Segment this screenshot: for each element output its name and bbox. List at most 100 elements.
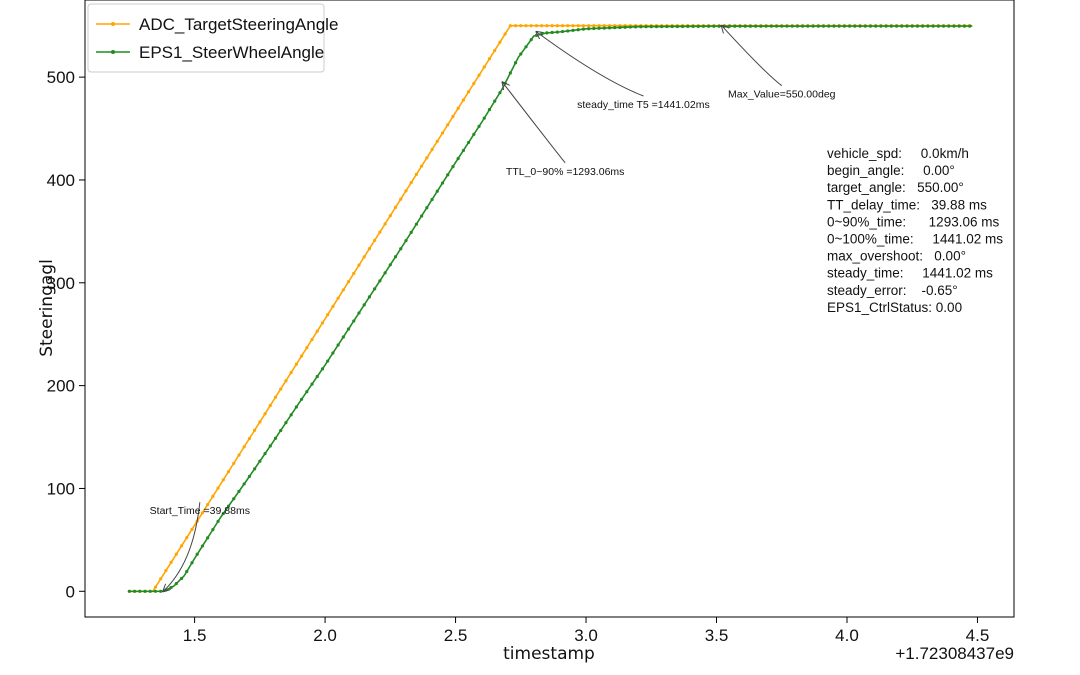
data-point (409, 230, 413, 235)
stats-line: target_angle: 550.00° (827, 180, 964, 195)
data-point (420, 214, 424, 218)
data-point (540, 24, 544, 28)
data-point (326, 313, 330, 317)
data-point (164, 569, 168, 573)
data-point (472, 81, 476, 86)
data-point (341, 335, 345, 339)
data-point (968, 24, 972, 28)
data-point (273, 395, 278, 399)
data-point (440, 181, 445, 185)
data-point (362, 255, 366, 259)
annotation-arrow (163, 502, 201, 591)
data-point (649, 25, 653, 29)
data-point (748, 24, 753, 28)
x-tick-label: 4.0 (835, 626, 859, 645)
x-tick-label: 2.0 (313, 626, 337, 645)
data-point (628, 25, 632, 29)
legend-box (87, 3, 325, 73)
data-point (268, 444, 272, 448)
data-point (242, 445, 246, 449)
y-tick-label: 100 (47, 479, 75, 498)
data-point (519, 52, 523, 56)
data-point (315, 374, 319, 379)
data-point (513, 24, 518, 28)
data-point (931, 24, 935, 28)
data-point (801, 24, 805, 28)
data-point (759, 24, 763, 28)
data-point (487, 57, 492, 61)
data-point (326, 359, 330, 363)
data-point (247, 474, 252, 479)
data-point (566, 29, 570, 33)
data-point (200, 544, 205, 548)
stats-line: begin_angle: 0.00° (827, 163, 955, 178)
data-point (905, 24, 909, 28)
data-point (414, 172, 419, 176)
data-point (310, 382, 314, 386)
data-point (153, 589, 158, 593)
data-point (185, 569, 189, 574)
data-point (827, 24, 831, 28)
stats-line: 0~90%_time: 1293.06 ms (827, 214, 999, 229)
data-point (545, 31, 549, 35)
data-point (253, 467, 257, 471)
stats-line: steady_error: -0.65° (827, 283, 958, 298)
data-point (216, 486, 220, 490)
data-point (185, 536, 189, 540)
data-point (294, 362, 298, 366)
data-point (206, 536, 210, 540)
data-point (409, 180, 413, 185)
data-point (388, 214, 392, 218)
data-point (587, 24, 591, 28)
data-point (701, 24, 706, 28)
series-layer (127, 24, 973, 593)
data-point (331, 304, 335, 309)
data-point (404, 239, 408, 243)
data-point (315, 329, 319, 333)
data-point (550, 30, 554, 35)
data-point (837, 24, 841, 28)
annotation-label: steady_time T5 =1441.02ms (577, 99, 710, 111)
data-point (179, 576, 184, 581)
data-point (414, 222, 419, 226)
data-point (592, 24, 596, 28)
data-point (555, 30, 559, 34)
data-point (566, 24, 570, 28)
data-point (795, 24, 800, 28)
legend-marker-adc (111, 22, 115, 26)
data-point (738, 24, 742, 28)
data-point (399, 247, 403, 251)
data-point (440, 131, 445, 135)
data-point (174, 581, 178, 586)
legend-label-adc: ADC_TargetSteeringAngle (139, 15, 338, 34)
data-point (644, 25, 648, 29)
data-point (900, 24, 904, 28)
data-point (169, 585, 173, 590)
data-point (258, 420, 262, 424)
data-point (743, 24, 747, 28)
data-point (941, 24, 946, 28)
data-point (346, 280, 351, 284)
y-axis-title: Steeringagl (37, 259, 57, 357)
data-point (435, 139, 439, 143)
data-point (806, 24, 810, 28)
data-point (524, 45, 528, 49)
data-point (153, 585, 158, 589)
data-point (159, 577, 163, 581)
x-tick-label: 3.5 (705, 626, 729, 645)
data-point (858, 24, 862, 28)
data-point (519, 24, 523, 28)
annotation-arrow (536, 32, 644, 97)
data-point (816, 24, 820, 28)
data-point (367, 247, 372, 251)
data-point (404, 189, 408, 193)
data-point (174, 552, 178, 556)
data-point (665, 24, 669, 29)
data-point (132, 589, 137, 593)
data-point (654, 25, 659, 29)
y-tick-label: 500 (47, 68, 75, 87)
data-point (498, 91, 502, 95)
data-point (352, 319, 356, 323)
data-point (493, 99, 497, 103)
